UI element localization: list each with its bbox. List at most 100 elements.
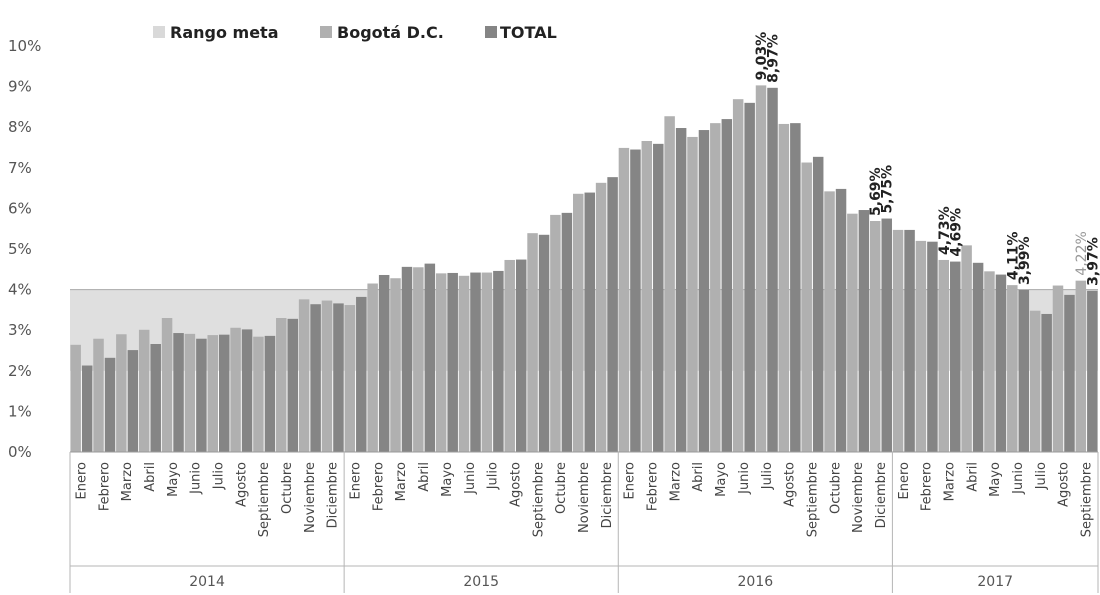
year-label: 2015 [463,574,499,590]
bar-bogota [93,338,104,452]
month-tick-label: Diciembre [600,462,615,528]
bar-bogota [321,300,333,452]
bar-bogota [664,116,675,452]
bar-bogota [207,335,218,452]
data-label: 8,97% [766,34,782,83]
bar-total [424,263,436,452]
bar-total [630,149,641,452]
month-tick-label: Marzo [668,462,683,501]
bar-total [218,334,230,452]
data-label: 5,75% [880,165,896,214]
bar-bogota [550,214,561,452]
x-axis: Enero Febrero Marzo Abril Mayo Junio Julio Agos… [69,452,1099,593]
bar-bogota [344,305,356,452]
month-tick-label: Febrero [920,462,935,511]
legend-swatch-rango-meta [153,26,165,38]
y-tick-label: 0% [8,443,32,461]
month-tick-label: Junio [737,462,752,495]
y-tick-label: 2% [8,362,32,380]
bar-total [790,123,801,452]
bar-total [447,272,458,452]
month-tick-label: Abril [417,462,432,492]
month-tick-label: Noviembre [851,462,866,533]
bar-bogota [869,220,881,452]
month-tick-label: Agosto [783,462,798,507]
month-tick-label: Mayo [714,462,729,497]
bar-total [401,266,413,452]
month-tick-label: Marzo [943,462,958,501]
month-tick-label: Enero [349,462,364,500]
bar-total [333,303,344,452]
bar-total [515,259,527,452]
bar-total [1087,290,1098,452]
target-range-band [70,289,1098,371]
month-tick-label: Enero [897,462,912,500]
bar-total [264,335,276,452]
bar-bogota [458,275,470,452]
month-tick-label: Septiembre [805,462,820,537]
month-tick-label: Diciembre [874,462,889,528]
bar-total [1041,313,1052,452]
bar-total [287,318,299,452]
y-tick-label: 3% [8,321,32,339]
bar-total [81,365,93,452]
bar-bogota [367,283,378,452]
month-tick-label: Junio [1011,462,1026,495]
data-label: 9,03% [754,32,770,81]
month-tick-label: Agosto [234,462,249,507]
bar-total [1064,294,1075,452]
legend-swatch-bogota [320,26,332,38]
month-tick-label: Marzo [394,462,409,501]
bar-total [470,272,481,452]
y-tick-label: 5% [8,240,32,258]
month-tick-label: Noviembre [577,462,592,533]
bar-bogota [573,193,584,452]
bar-total [561,212,573,452]
legend-label-bogota: Bogotá D.C. [337,23,444,42]
bar-bogota [184,333,196,452]
y-tick-label: 6% [8,199,32,217]
y-tick-label: 4% [8,281,32,299]
legend-label-rango-meta: Rango meta [170,23,279,42]
bar-bogota [732,99,744,452]
bar-total [881,218,892,452]
bar-bogota [915,240,927,452]
bar-bogota [938,259,950,452]
month-tick-label: Febrero [97,462,112,511]
bar-bogota [276,318,287,452]
bar-bogota [413,267,424,452]
month-tick-label: Marzo [120,462,135,501]
bar-bogota [595,182,607,452]
month-tick-label: Abril [965,462,980,492]
bar-total [675,128,687,452]
data-label: 4,73% [937,206,953,255]
data-labels: 9,03%8,97% 5,69%5,75% 4,73%4,69% 4,11%3,99%… [754,32,1100,286]
bar-bogota [70,344,81,452]
month-tick-label: Octubre [554,462,569,514]
legend-swatch-total [485,26,497,38]
month-tick-label: Febrero [371,462,386,511]
bar-total [356,296,367,452]
month-tick-label: Enero [623,462,638,500]
bar-total [812,156,824,452]
bar-bogota [892,229,904,452]
bar-total [127,350,139,452]
bar-bogota [390,278,401,452]
bar-total [744,102,755,452]
month-tick-label: Agosto [508,462,523,507]
month-tick-label: Octubre [280,462,295,514]
bar-total [950,261,961,452]
data-label: 4,11% [1005,232,1021,281]
bar-total [653,143,664,452]
bar-bogota [641,141,653,452]
bar-total [150,344,161,452]
bar-bogota [984,271,995,452]
bar-bogota [481,272,493,452]
y-tick-label: 7% [8,159,32,177]
month-tick-label: Mayo [166,462,181,497]
bar-bogota [778,123,790,453]
bar-bogota [687,136,698,452]
month-tick-label: Octubre [828,462,843,514]
year-label: 2017 [977,574,1013,590]
